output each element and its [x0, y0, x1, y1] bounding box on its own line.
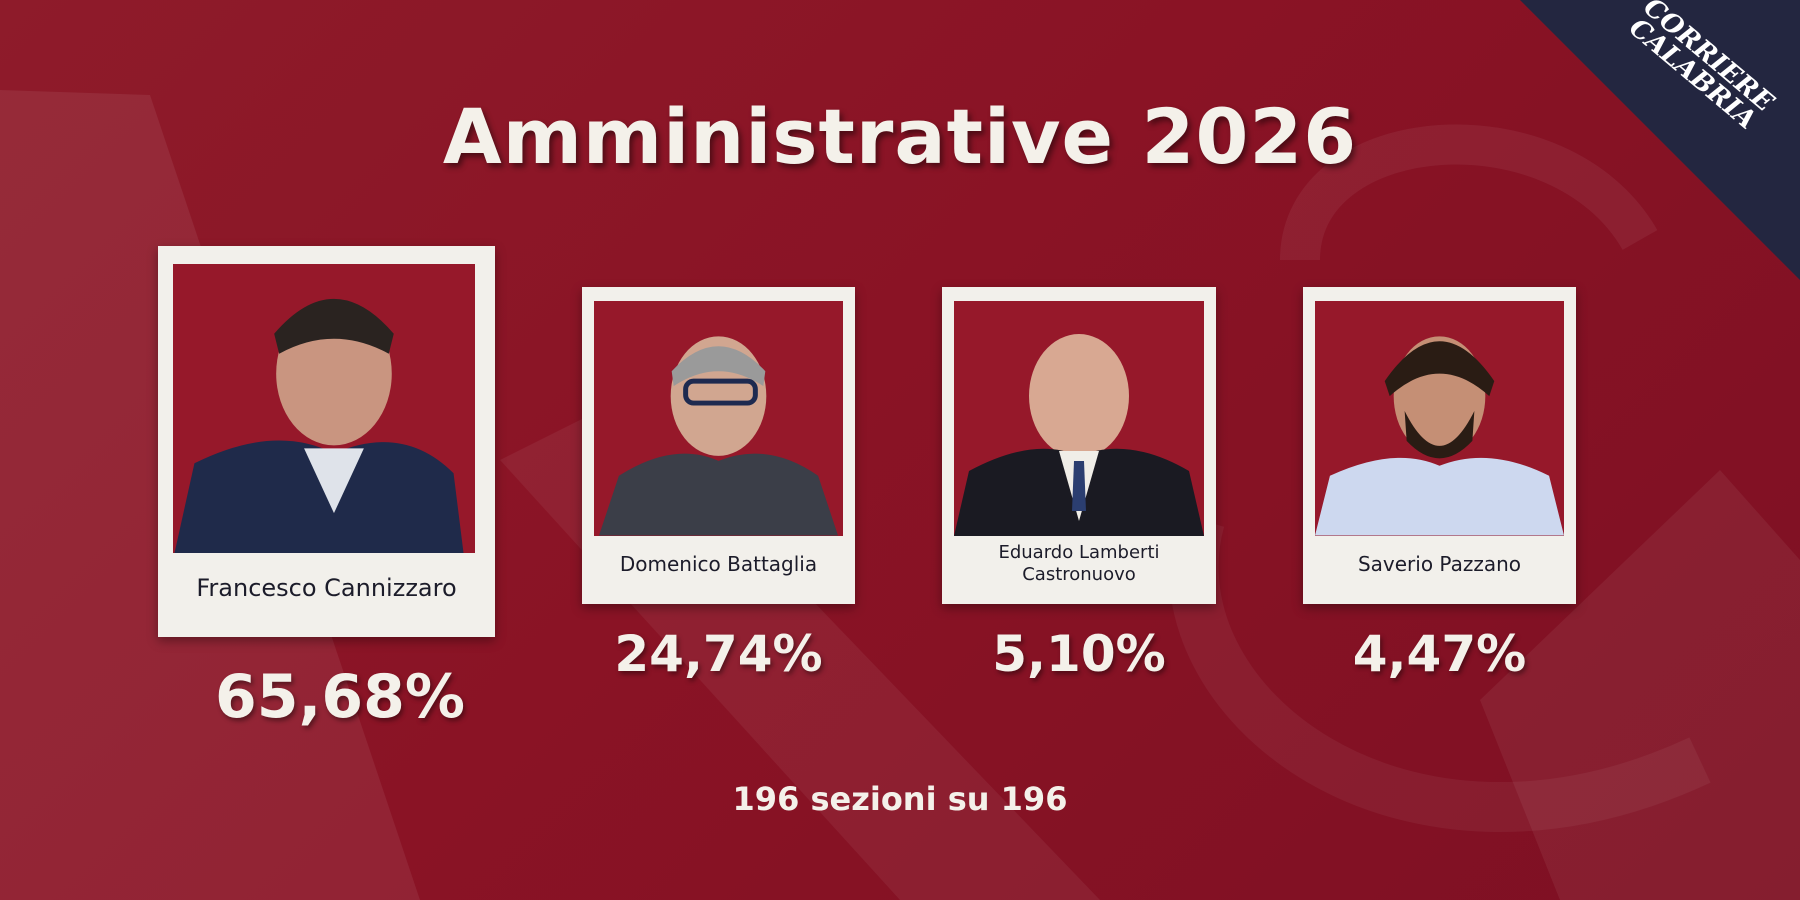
silhouette	[1315, 336, 1564, 536]
candidate-card: Francesco Cannizzaro	[158, 246, 495, 637]
candidate-name: Eduardo Lamberti Castronuovo	[998, 542, 1160, 585]
silhouette	[598, 336, 839, 536]
candidate-name: Domenico Battaglia	[619, 552, 818, 576]
footer: 196 sezioni su 196	[732, 780, 1068, 818]
candidate-name: Saverio Pazzano	[1357, 552, 1522, 576]
candidate-percent: 4,47%	[1352, 625, 1527, 683]
candidate-percent: 5,10%	[992, 625, 1166, 683]
silhouette	[954, 334, 1204, 536]
candidate-percent: 65,68%	[215, 662, 465, 732]
candidate-photo	[1315, 301, 1564, 536]
candidate-card: Domenico Battaglia	[582, 287, 855, 604]
candidate-photo	[954, 301, 1204, 536]
candidate-card: Saverio Pazzano	[1303, 287, 1576, 604]
candidate-photo	[173, 264, 475, 553]
title: Amministrative 2026	[442, 92, 1358, 181]
candidate-photo	[594, 301, 843, 536]
silhouette	[174, 298, 464, 553]
candidate-percent: 24,74%	[614, 625, 823, 683]
candidate-name: Francesco Cannizzaro	[196, 574, 457, 602]
candidate-card: Eduardo Lamberti Castronuovo	[942, 287, 1216, 604]
